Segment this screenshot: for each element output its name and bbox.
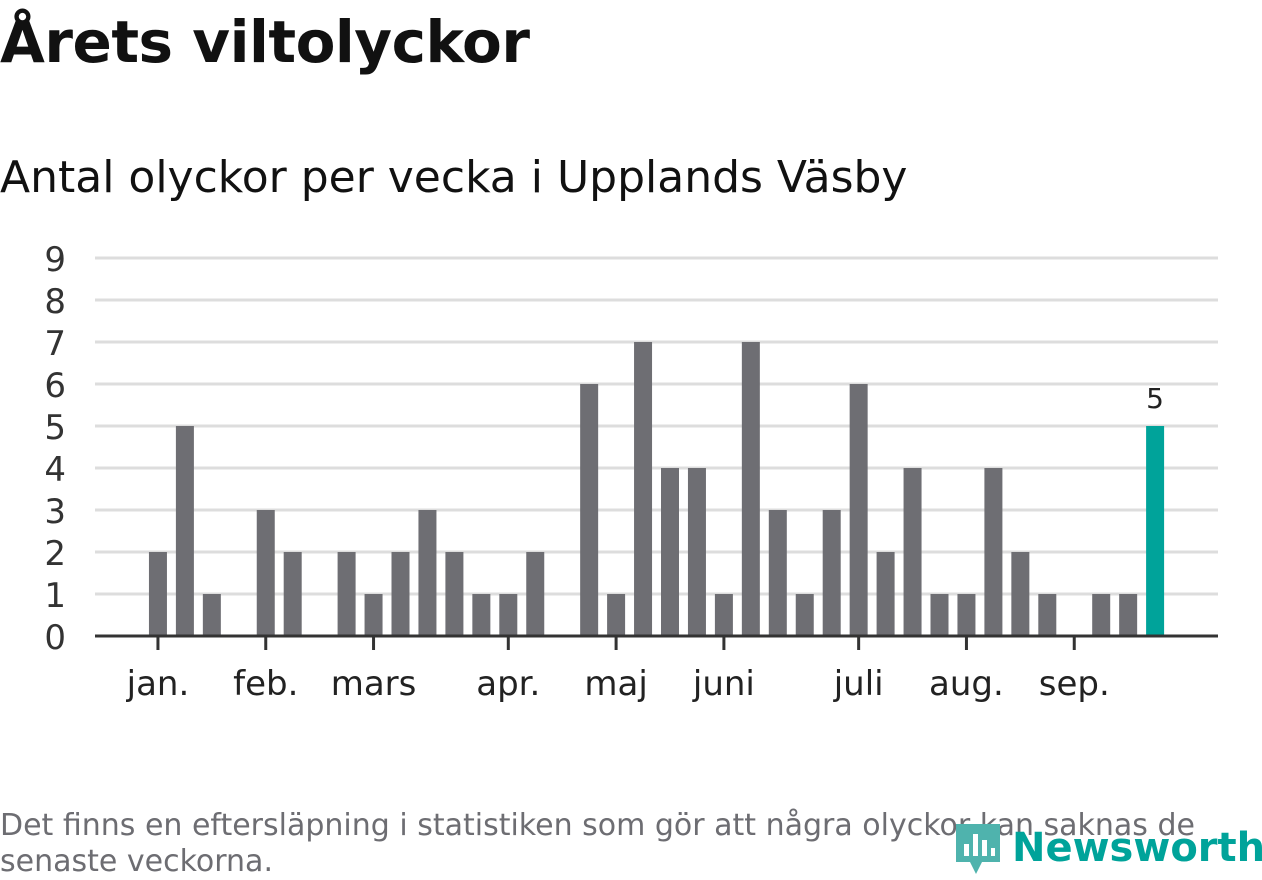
y-tick-label: 2 [44,534,66,574]
bar [903,468,922,636]
bar-chart-logo-icon [956,824,1000,874]
bar [526,552,545,636]
bar [607,594,626,636]
bar [822,510,841,636]
month-labels: jan. feb. mars apr. maj juni juli aug. sep. [126,636,1110,704]
bar [1011,552,1030,636]
data-label: 5 [1146,382,1164,415]
data-labels: 5 [1146,382,1164,415]
month-label: sep. [1039,664,1110,704]
bar [175,426,194,636]
month-label: juni [692,664,755,704]
y-tick-label: 7 [44,324,66,364]
bar [1119,594,1138,636]
bar [984,468,1003,636]
bar [849,384,868,636]
y-tick-label: 9 [44,240,66,280]
bar [391,552,410,636]
bar [795,594,814,636]
bar [283,552,302,636]
bar [337,552,356,636]
bar [499,594,518,636]
logo-text: Newsworthy [1012,825,1262,871]
y-tick-label: 8 [44,282,66,322]
bar [1038,594,1057,636]
bar [930,594,949,636]
month-label: apr. [476,664,540,704]
month-label: feb. [233,664,298,704]
y-tick-label: 3 [44,492,66,532]
y-tick-label: 5 [44,408,66,448]
grid-lines [95,256,1218,596]
bar [256,510,275,636]
bar [876,552,895,636]
bar [580,384,599,636]
bars [148,342,1165,636]
bar [957,594,976,636]
bar [445,552,464,636]
month-label: maj [584,664,647,704]
bar [418,510,437,636]
month-label: jan. [126,664,190,704]
month-label: mars [331,664,417,704]
y-tick-label: 6 [44,366,66,406]
newsworthy-logo: Newsworthy [952,820,1262,876]
bar [768,510,787,636]
chart-subtitle: Antal olyckor per vecka i Upplands Väsby [0,152,908,203]
y-tick-label: 1 [44,576,66,616]
bar [364,594,383,636]
chart-title: Årets viltolyckor [0,8,530,76]
bar [661,468,679,636]
bar [472,594,491,636]
bar-highlight [1146,426,1165,636]
bar [1092,594,1111,636]
month-label: aug. [929,664,1004,704]
y-tick-label: 0 [44,618,66,658]
bar [741,342,760,636]
bar [714,594,733,636]
bar [148,552,167,636]
bar [202,594,221,636]
y-tick-label: 4 [44,450,66,490]
month-label: juli [833,664,884,704]
bar [634,342,653,636]
bar [687,468,706,636]
